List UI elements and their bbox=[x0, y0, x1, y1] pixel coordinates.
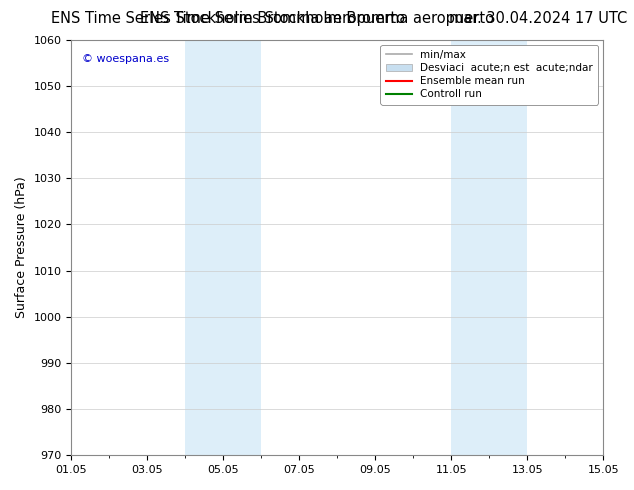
Y-axis label: Surface Pressure (hPa): Surface Pressure (hPa) bbox=[15, 176, 28, 318]
Text: ENS Time Series Stockholm Bromma aeropuerto: ENS Time Series Stockholm Bromma aeropue… bbox=[51, 11, 404, 26]
Text: mar. 30.04.2024 17 UTC: mar. 30.04.2024 17 UTC bbox=[450, 11, 628, 26]
Legend: min/max, Desviaci  acute;n est  acute;ndar, Ensemble mean run, Controll run: min/max, Desviaci acute;n est acute;ndar… bbox=[380, 45, 598, 104]
Bar bbox=[185, 40, 261, 455]
Bar bbox=[451, 40, 527, 455]
Text: © woespana.es: © woespana.es bbox=[82, 54, 169, 64]
Text: ENS Time Series Stockholm Bromma aeropuerto: ENS Time Series Stockholm Bromma aeropue… bbox=[140, 11, 494, 26]
